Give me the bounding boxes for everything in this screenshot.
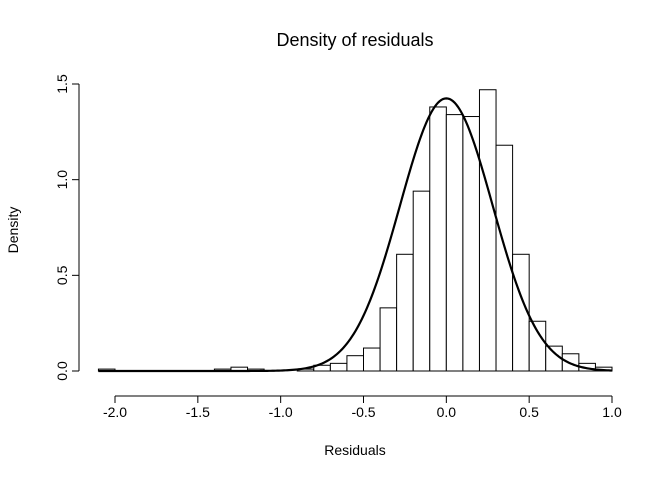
y-tick-label: 1.5 [54,74,70,94]
histogram-bar [329,362,348,372]
histogram-bar [379,307,398,372]
chart-title: Density of residuals [276,30,433,50]
y-axis: 0.0 0.5 1.0 1.5 [54,74,80,381]
x-tick-label: 0.0 [437,404,457,420]
histogram-bar [412,190,431,372]
histogram-bar [495,144,514,372]
histogram-bar [528,320,547,372]
y-axis-label: Density [5,207,21,254]
histogram-bar [478,89,497,372]
x-tick-label: 0.5 [519,404,539,420]
x-tick-label: -1.0 [269,404,293,420]
histogram-bar [363,347,381,372]
x-tick-label: -0.5 [351,404,375,420]
histogram-bar [346,355,364,372]
histogram-bar [445,114,464,372]
y-tick-label: 0.5 [54,265,70,285]
histogram-bar [396,253,414,372]
x-axis-label: Residuals [324,442,385,458]
y-tick-label: 1.0 [54,170,70,190]
histogram-bars [97,89,613,372]
histogram-bar [429,106,447,372]
x-tick-label: -1.5 [186,404,210,420]
density-curve [98,97,613,373]
x-tick-label: 1.0 [602,404,622,420]
x-axis: -2.0 -1.5 -1.0 -0.5 0.0 0.5 1.0 [103,395,622,420]
x-tick-label: -2.0 [103,404,127,420]
y-tick-label: 0.0 [54,361,70,381]
